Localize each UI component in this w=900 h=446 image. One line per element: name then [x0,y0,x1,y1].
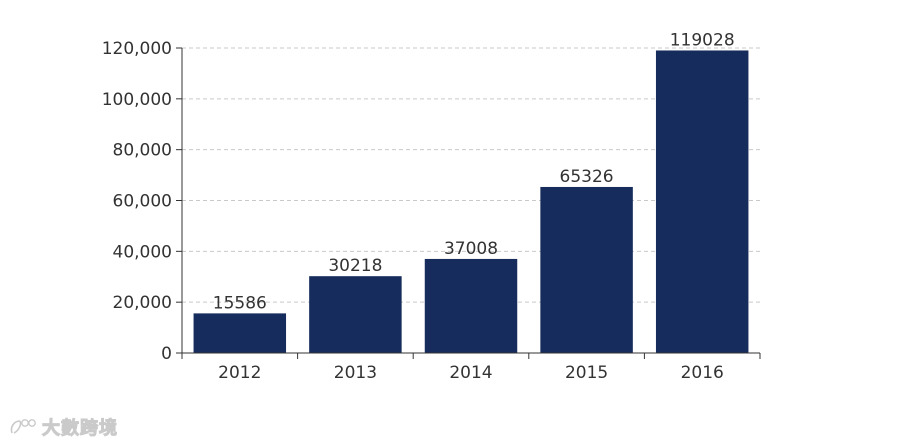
bars [193,50,749,354]
data-label: 37008 [444,239,498,259]
data-label: 65326 [560,167,614,187]
x-tick-label: 2014 [449,363,492,383]
data-label: 30218 [328,256,382,276]
bar-2016 [655,50,749,354]
x-tick-label: 2013 [334,363,377,383]
y-tick-label: 40,000 [113,242,172,262]
y-tick-label: 60,000 [113,192,172,212]
brand-logo-icon [10,419,36,434]
axes [176,47,761,359]
labels: 0 20,000 40,000 60,000 80,000 100,000 120,000 1… [102,30,735,383]
y-tick-label: 120,000 [102,39,172,59]
data-label: 15586 [213,293,267,313]
y-tick-label: 80,000 [113,141,172,161]
bar-2014 [424,258,518,353]
x-tick-label: 2016 [681,363,724,383]
y-tick-label: 100,000 [102,90,172,110]
bar-2013 [309,276,402,353]
watermark: 大數跨境 [8,414,118,440]
data-label: 119028 [670,30,735,50]
y-tick-label: 0 [161,344,172,364]
watermark-text: 大數跨境 [42,418,118,440]
y-tick-label: 20,000 [113,293,172,313]
bar-2015 [540,186,633,353]
bar-2012 [193,313,287,353]
x-tick-label: 2012 [218,363,261,383]
x-tick-label: 2015 [565,363,608,383]
